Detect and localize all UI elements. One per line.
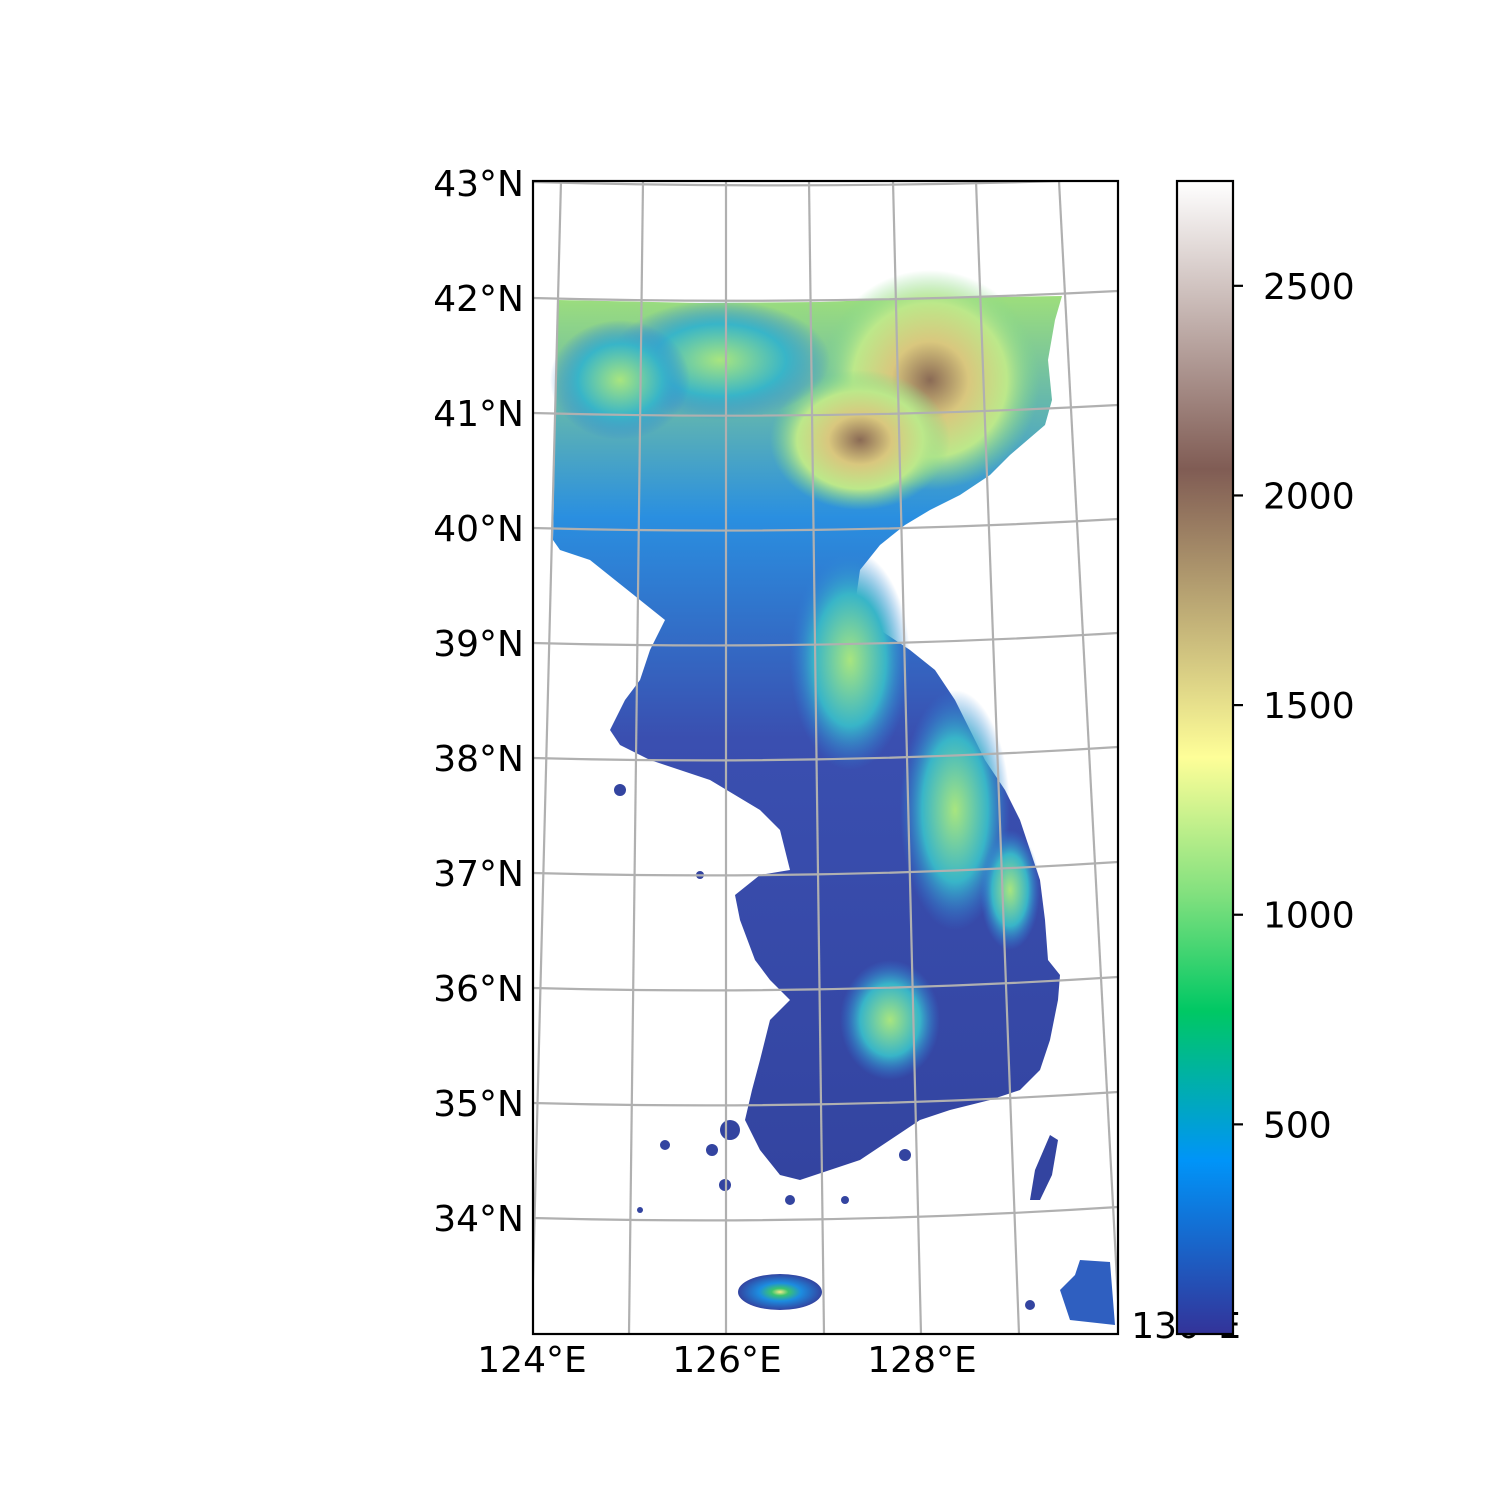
ridge-sobaek (840, 960, 940, 1080)
lat-label: 41°N (433, 394, 524, 435)
highland-central (770, 370, 950, 510)
lon-label: 128°E (867, 1340, 976, 1381)
gridline-lon-129 (974, 181, 1021, 1334)
island-ulleung-area (1030, 1135, 1058, 1200)
gridline-lat-37 (533, 860, 1118, 877)
colorbar-ticks: 500 1000 1500 2000 2500 (1233, 267, 1355, 1146)
map-frame (531, 179, 1120, 1336)
gridline-lon-130 (1057, 181, 1118, 1301)
ridge-east (980, 830, 1040, 950)
highland-northwest (550, 320, 690, 440)
colorbar-gradient (1175, 179, 1235, 1336)
gridline-lat-39 (533, 631, 1118, 647)
ridge-taebaek-north (790, 550, 910, 770)
lat-labels: 43°N 42°N 41°N 40°N 39°N 38°N 37°N 36°N … (433, 164, 524, 1240)
gridline-lon-128 (891, 181, 923, 1334)
lat-label: 40°N (433, 509, 524, 550)
lat-label: 37°N (433, 854, 524, 895)
island-jeju (738, 1274, 822, 1310)
gridline-lon-124 (533, 181, 563, 1281)
gridline-lat-36 (533, 975, 1118, 992)
lat-label: 34°N (433, 1199, 524, 1240)
gridline-lon-127 (807, 181, 826, 1334)
gridline-lat-41 (533, 403, 1118, 417)
lat-label: 36°N (433, 969, 524, 1010)
colorbar-tick-label: 2500 (1263, 267, 1355, 308)
peninsula-landmass (553, 296, 1062, 1180)
gridline-lat-42 (533, 289, 1118, 302)
lon-label: 126°E (672, 1340, 781, 1381)
lat-label: 38°N (433, 739, 524, 780)
island-tsushima-area (1060, 1260, 1115, 1325)
lon-labels: 124°E 126°E 128°E 130°E (477, 1306, 1240, 1381)
colorbar-tick-label: 1500 (1263, 686, 1355, 727)
lat-label: 42°N (433, 279, 524, 320)
colorbar-tick-label: 1000 (1263, 896, 1355, 937)
gridline-lat-35 (533, 1090, 1118, 1107)
gridline-lat-38 (533, 745, 1118, 762)
gridline-lat-40 (533, 517, 1118, 532)
lat-label: 39°N (433, 624, 524, 665)
gridline-lon-125 (627, 181, 645, 1334)
colorbar: 500 1000 1500 2000 2500 (1175, 179, 1355, 1336)
gridline-lat-34 (533, 1205, 1118, 1222)
colorbar-tick-label: 500 (1263, 1105, 1332, 1146)
colorbar-tick-label: 2000 (1263, 476, 1355, 517)
lat-label: 43°N (433, 164, 524, 205)
lon-label: 124°E (477, 1340, 586, 1381)
lat-label: 35°N (433, 1084, 524, 1125)
southwest-islands (614, 784, 1035, 1310)
